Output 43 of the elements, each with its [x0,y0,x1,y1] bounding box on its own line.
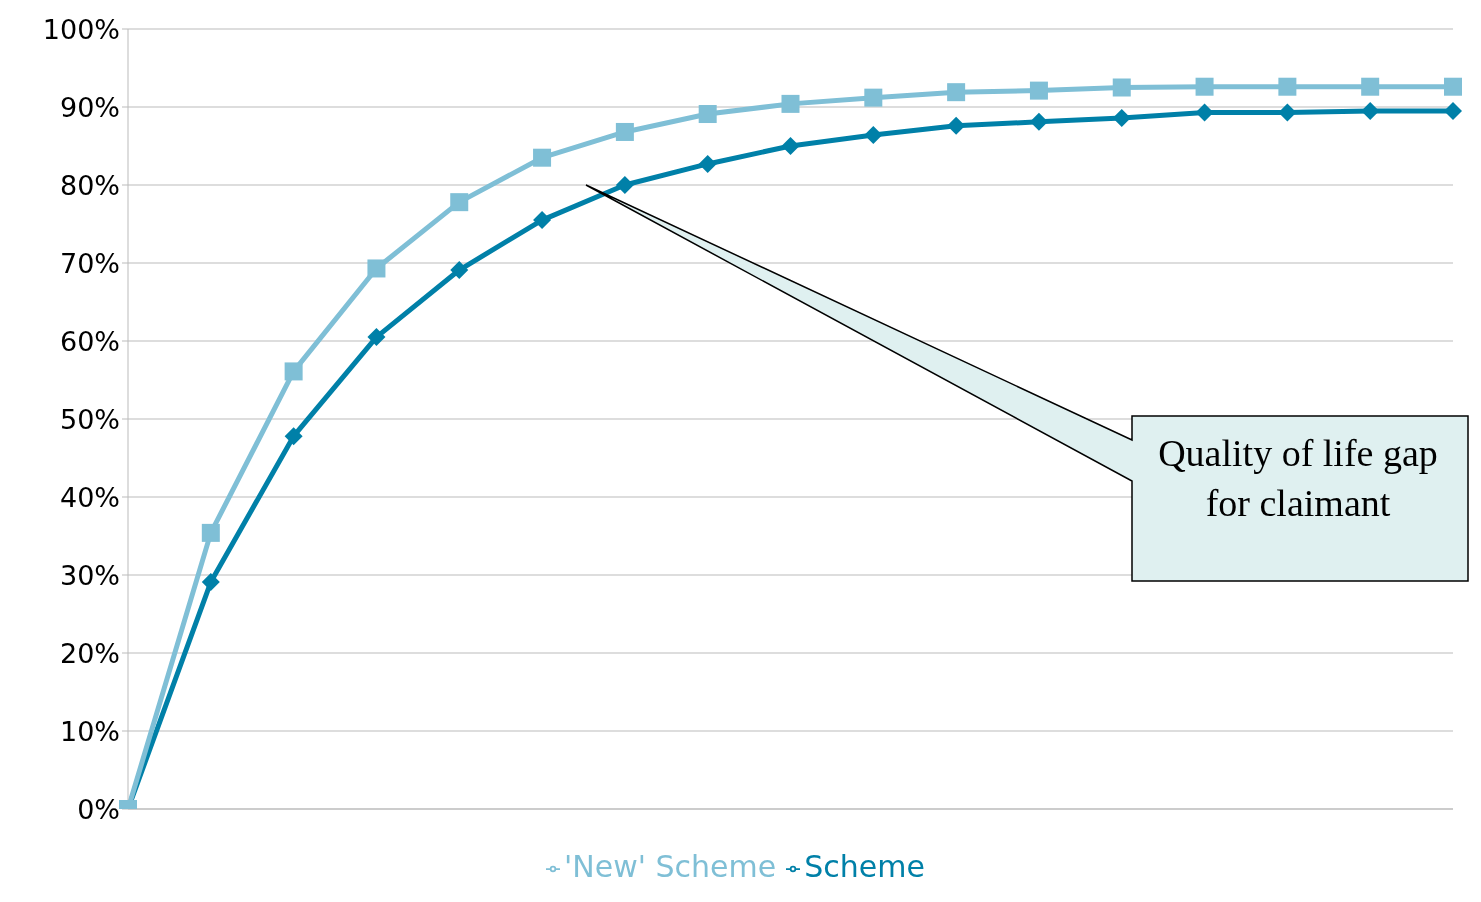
point [698,154,717,173]
point [1444,101,1462,120]
point [1112,78,1131,97]
y-tick-label: 70% [59,247,120,279]
point [781,94,800,113]
point [615,122,634,141]
point [1361,77,1380,96]
legend-label: 'New' Scheme [564,849,777,884]
y-tick-label: 100% [42,13,120,45]
point [367,259,386,278]
point [1444,77,1462,96]
y-tick-label: 80% [59,169,120,201]
point [201,573,220,592]
point [533,148,552,167]
y-tick-label: 10% [59,715,120,747]
point [201,523,220,542]
point [781,137,800,155]
point [533,211,552,230]
legend-label: Scheme [804,849,925,884]
point [947,83,966,102]
point [864,88,883,107]
point [367,328,386,347]
point [864,126,883,145]
y-tick-label: 40% [59,481,120,513]
y-tick-label: 30% [59,559,120,591]
y-tick-label: 90% [59,91,120,123]
point [947,116,966,135]
point [284,362,303,381]
point [1278,77,1297,96]
point [450,193,469,212]
annotation: Quality of life gap for claimant [1157,431,1439,526]
point [1029,112,1048,131]
point [698,105,717,124]
point [1112,108,1131,127]
y-tick-label: 20% [59,637,120,669]
y-tick-label: 60% [59,325,120,357]
y-tick-label: 0% [77,793,120,825]
y-tick-label: 50% [59,403,120,435]
point [284,427,303,446]
point [450,261,469,280]
point [615,176,634,194]
point [1195,77,1214,96]
point [1029,81,1048,100]
